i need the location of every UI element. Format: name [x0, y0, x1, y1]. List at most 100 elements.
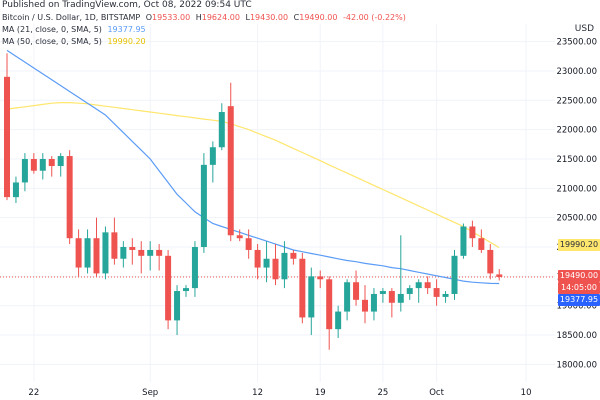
candle-body — [138, 249, 145, 256]
x-tick-label: Sep — [142, 388, 158, 398]
x-tick-label: Oct — [429, 388, 444, 398]
candle-body — [102, 232, 109, 274]
candle-body — [111, 232, 118, 259]
candle-body — [236, 235, 243, 239]
close-label: C — [293, 13, 300, 22]
candle-body — [272, 258, 279, 280]
ma50-price-tag: 19990.20 — [558, 239, 600, 251]
y-tick-label: 18000.00 — [556, 360, 597, 370]
candle-body — [379, 291, 386, 294]
candle-body — [84, 238, 91, 268]
high-value: 19624.00 — [201, 13, 240, 22]
low-value: 19430.00 — [249, 13, 289, 22]
candle-body — [12, 182, 19, 198]
open-value: 19533.00 — [152, 13, 191, 22]
candle-body — [442, 293, 449, 297]
low-label: L — [245, 13, 250, 22]
candle-body — [478, 238, 485, 250]
y-tick-label: 23500.00 — [556, 38, 597, 48]
candle-body — [147, 249, 154, 256]
countdown-tag: 14:05:00 — [558, 282, 600, 294]
candle-body — [415, 282, 422, 289]
y-tick-label: 19000.00 — [556, 302, 597, 312]
candle-body — [406, 288, 413, 294]
ma21-legend-label: MA (21, close, 0, SMA, 5) — [2, 25, 102, 34]
y-tick-label: 22500.00 — [556, 96, 597, 106]
ma50-legend-value: 19990.20 — [107, 37, 146, 46]
candle-body — [496, 274, 503, 277]
y-tick-label: 22000.00 — [556, 126, 597, 136]
candle-body — [299, 258, 306, 318]
candle-body — [174, 291, 181, 321]
candle-body — [129, 247, 136, 250]
candle-body — [48, 158, 55, 167]
candle-body — [353, 282, 360, 300]
ma21-price-tag: 19377.95 — [558, 294, 600, 306]
candle-body — [388, 291, 395, 303]
ma50-legend-label: MA (50, close, 0, SMA, 5) — [2, 37, 102, 46]
candle-body — [75, 238, 82, 268]
x-tick-label: 10 — [521, 388, 532, 398]
candle-body — [39, 158, 46, 171]
candle-body — [57, 156, 64, 167]
candle-body — [370, 293, 377, 312]
candle-body — [200, 164, 207, 248]
ma21-legend-value: 19377.95 — [107, 25, 146, 34]
currency-label: USD — [574, 24, 594, 34]
candle-body — [165, 255, 172, 321]
candle-body — [362, 299, 368, 312]
candle-body — [424, 282, 431, 289]
x-tick-label: 19 — [315, 388, 326, 398]
candle-body — [344, 282, 351, 312]
candle-body — [326, 279, 333, 330]
candle-body — [227, 106, 234, 236]
y-tick-label: 21500.00 — [556, 155, 597, 165]
candles-group — [4, 53, 503, 350]
ma21-legend-row[interactable]: MA (21, close, 0, SMA, 5) 19377.95 — [2, 25, 146, 34]
change-value: -42.00 (-0.22%) — [342, 13, 406, 22]
ohlc-legend-row: Bitcoin / U.S. Dollar, 1D, BITSTAMP O195… — [2, 13, 406, 22]
candle-body — [21, 158, 28, 183]
last-price-tag: 19490.00 — [558, 270, 600, 282]
candle-body — [254, 249, 261, 268]
candle-body — [317, 276, 324, 280]
y-tick-label: 18500.00 — [556, 331, 597, 341]
candle-body — [120, 247, 127, 259]
candle-body — [191, 247, 198, 289]
candle-body — [308, 276, 315, 318]
ma50-legend-row[interactable]: MA (50, close, 0, SMA, 5) 19990.20 — [2, 37, 146, 46]
candle-body — [290, 252, 297, 259]
candle-body — [451, 255, 458, 294]
candle-body — [30, 158, 37, 171]
published-text: Published on TradingView.com, Oct 08, 20… — [2, 0, 252, 10]
published-caption: Published on TradingView.com, Oct 08, 20… — [2, 0, 252, 10]
candle-body — [66, 156, 73, 239]
candle-body — [281, 252, 288, 280]
symbol-title: Bitcoin / U.S. Dollar, 1D, BITSTAMP — [2, 13, 141, 22]
x-tick-label: 22 — [28, 388, 39, 398]
candle-body — [156, 249, 163, 256]
candle-body — [209, 147, 216, 165]
candle-body — [469, 226, 476, 239]
candle-body — [93, 238, 100, 274]
x-tick-label: 12 — [252, 388, 263, 398]
ma21-line-group — [6, 49, 500, 285]
candle-body — [4, 76, 10, 198]
y-tick-label: 20500.00 — [556, 214, 597, 224]
grid-lines — [0, 24, 555, 382]
high-label: H — [195, 13, 202, 22]
close-value: 19490.00 — [299, 13, 338, 22]
x-axis: 22 Sep 12 19 25 Oct 10 — [28, 388, 531, 398]
ma21-line — [6, 49, 500, 285]
candle-body — [487, 249, 494, 274]
candle-body — [218, 112, 225, 148]
y-tick-label: 23000.00 — [556, 67, 597, 77]
candle-body — [183, 288, 189, 292]
candle-body — [433, 288, 440, 297]
candle-body — [263, 258, 270, 268]
candle-body — [460, 226, 467, 256]
x-tick-label: 25 — [377, 388, 388, 398]
